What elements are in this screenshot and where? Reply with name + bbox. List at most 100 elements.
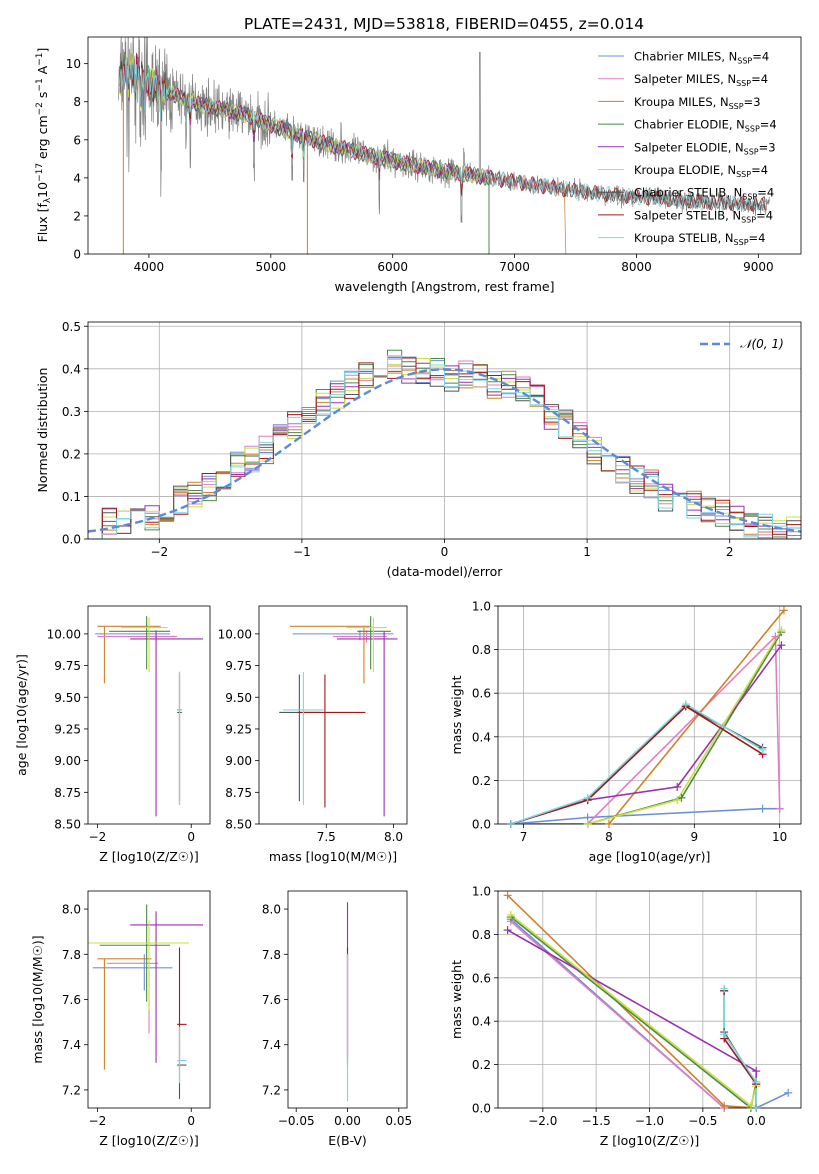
figure-title: PLATE=2431, MJD=53818, FIBERID=0455, z=0… — [244, 15, 644, 33]
y-tick-label: 8.75 — [54, 786, 81, 800]
errorbar-point — [92, 954, 173, 991]
errorbar-point — [298, 674, 366, 808]
legend-nssp-prefix: , N — [713, 95, 729, 109]
weight-marker — [784, 1088, 793, 1097]
y-tick-label: 7.8 — [262, 948, 281, 962]
weight-marker — [720, 1030, 729, 1039]
x-tick-label: 8000 — [621, 260, 652, 274]
y-tick-label: 0.8 — [472, 928, 491, 942]
errorbar-point — [289, 625, 371, 684]
x-axis-label: age [log10(age/yr)] — [589, 849, 711, 864]
weight-marker — [673, 796, 682, 805]
x-tick-label: 8 — [605, 830, 613, 844]
x-axis-label: (data-model)/error — [387, 564, 504, 579]
x-axis-label: mass [log10(M/M☉)] — [269, 849, 397, 864]
x-tick-label: 4000 — [134, 260, 165, 274]
legend-label: Salpeter MILES, NSSP=4 — [634, 72, 768, 88]
y-tick-label: 7.2 — [262, 1083, 281, 1097]
x-tick-label: −1.5 — [582, 1114, 611, 1128]
legend-model-name: Salpeter ELODIE — [634, 140, 728, 154]
y-tick-label: 10.00 — [218, 627, 252, 641]
x-tick-label: 0 — [187, 1114, 195, 1128]
legend-nssp-value: 4 — [766, 208, 773, 222]
legend-nssp-eq: = — [751, 163, 761, 177]
errorbar-point — [346, 617, 387, 672]
y-tick-label: 0 — [73, 248, 81, 262]
spectrum-panel: 4000 5000 6000 7000 8000 9000 0 2 4 6 8 10 wavelengt… — [35, 36, 802, 294]
weight-series-line — [510, 807, 780, 824]
legend-nssp-eq: = — [756, 208, 766, 222]
legend-label: Salpeter ELODIE, NSSP=3 — [634, 140, 776, 156]
legend-nssp-prefix: , N — [728, 140, 744, 154]
legend-label: Chabrier ELODIE, NSSP=4 — [634, 118, 777, 134]
y-tick-label: 9.00 — [225, 754, 252, 768]
legend-label: Kroupa ELODIE, NSSP=4 — [634, 163, 768, 179]
plot-area — [88, 349, 801, 539]
x-tick-label: 7.5 — [317, 830, 336, 844]
weight-marker — [777, 625, 786, 634]
legend-nssp-subscript: SSP — [741, 215, 756, 224]
y-tick-label: 9.25 — [225, 722, 252, 736]
plot-area — [88, 904, 203, 1099]
legend-nssp-eq: = — [760, 118, 770, 132]
y-tick-label: 1.0 — [472, 600, 491, 614]
x-axis-label: Z [log10(Z/Z☉)] — [99, 1133, 199, 1148]
legend-model-name: Kroupa MILES — [634, 95, 713, 109]
y-tick-label: 0.8 — [472, 643, 491, 657]
legend-nssp-prefix: , N — [720, 72, 736, 86]
weight-series-line — [510, 920, 757, 1108]
legend-nssp-value: 3 — [768, 140, 775, 154]
y-axis-label: Normed distribution — [35, 368, 50, 493]
y-tick-label: 0.0 — [62, 533, 81, 547]
y-tick-label: 0.4 — [472, 1015, 491, 1029]
y-axis-label: age [log10(age/yr)] — [14, 654, 29, 776]
errorbar-point — [177, 947, 187, 1070]
errorbar-point — [120, 617, 168, 672]
gaussian-curve — [88, 368, 801, 533]
weight-marker — [503, 926, 512, 935]
legend-label: Salpeter STELIB, NSSP=4 — [634, 208, 773, 224]
x-tick-label: 7 — [520, 830, 528, 844]
x-tick-label: −2 — [89, 830, 107, 844]
errorbar-point — [97, 958, 152, 1070]
legend-nssp-eq: = — [751, 72, 761, 86]
weight-series-line — [510, 634, 781, 824]
y-tick-label: 9.75 — [54, 659, 81, 673]
legend-nssp-prefix: , N — [721, 50, 737, 64]
legend-nssp-value: 4 — [767, 186, 774, 200]
legend-nssp-value: 4 — [761, 163, 768, 177]
y-tick-label: 0.1 — [62, 490, 81, 504]
legend-nssp-subscript: SSP — [736, 170, 751, 179]
x-axis-label: Z [log10(Z/Z☉)] — [600, 1133, 700, 1148]
legend-nssp-prefix: , N — [729, 118, 745, 132]
legend-nssp-value: 4 — [758, 231, 765, 245]
x-tick-label: 5000 — [256, 260, 287, 274]
legend-model-name: Salpeter STELIB — [634, 208, 725, 222]
weight-series-line — [507, 894, 757, 1108]
weight-marker — [506, 910, 515, 919]
plot-area — [279, 616, 398, 817]
weight-marker — [506, 820, 515, 828]
y-tick-label: 7.6 — [62, 993, 81, 1007]
x-tick-label: 10 — [772, 830, 787, 844]
legend-model-name: Kroupa STELIB — [634, 231, 718, 245]
weight-marker — [746, 1101, 755, 1110]
y-tick-label: 8.0 — [262, 903, 281, 917]
weight-marker — [771, 632, 780, 641]
legend-nssp-prefix: , N — [726, 186, 742, 200]
legend-nssp-subscript: SSP — [729, 102, 744, 111]
weight-marker — [604, 820, 613, 828]
weight-series-line — [510, 918, 789, 1108]
weight-marker — [758, 804, 767, 813]
legend-model-name: Kroupa ELODIE — [634, 163, 720, 177]
legend-nssp-prefix: , N — [720, 163, 736, 177]
model-spectrum-chabrier-stelib — [119, 52, 766, 213]
y-axis-label: mass weight — [449, 960, 464, 1039]
legend-nssp-subscript: SSP — [744, 147, 759, 156]
errorbar-point — [357, 616, 391, 670]
legend-nssp-eq: = — [757, 186, 767, 200]
y-tick-label: 8.75 — [225, 786, 252, 800]
weight-marker — [752, 1104, 761, 1112]
errorbar-point — [99, 904, 171, 1002]
y-tick-label: 10 — [66, 57, 81, 71]
